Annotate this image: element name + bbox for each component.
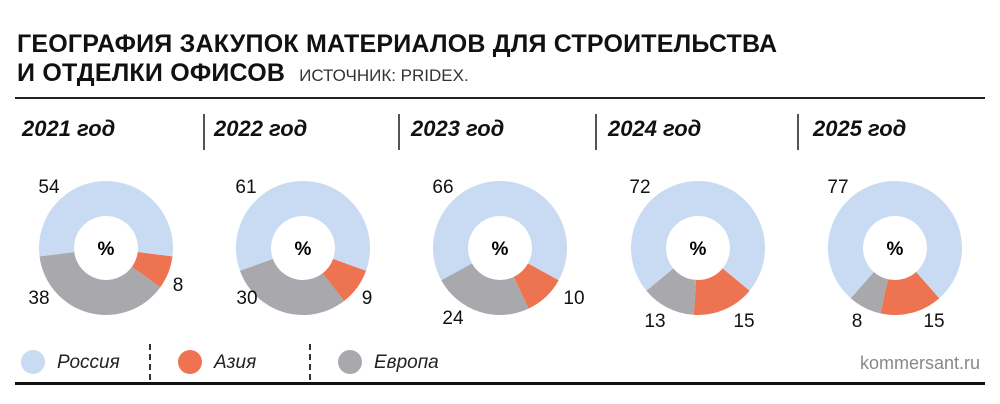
donut-segment-europe <box>646 268 696 315</box>
title-line-1: ГЕОГРАФИЯ ЗАКУПОК МАТЕРИАЛОВ ДЛЯ СТРОИТЕ… <box>17 30 778 58</box>
data-label-europe: 38 <box>28 288 49 309</box>
donut-segment-russia <box>630 180 765 291</box>
donut-segment-asia <box>880 272 940 316</box>
legend-label-russia: Россия <box>57 352 120 373</box>
header-divider <box>15 97 985 99</box>
title-line-2-text: И ОТДЕЛКИ ОФИСОВ <box>17 59 286 87</box>
data-label-europe: 24 <box>442 308 464 329</box>
donut-segment-europe <box>441 263 529 315</box>
year-separator <box>595 114 597 150</box>
donut-segment-europe <box>39 252 161 316</box>
donut-segment-europe <box>850 272 889 314</box>
data-label-russia: 77 <box>827 177 848 198</box>
donut-center-label: % <box>492 239 509 260</box>
donut-segment-europe <box>239 258 345 315</box>
title-line-2: И ОТДЕЛКИ ОФИСОВ ИСТОЧНИК: PRIDEX. <box>17 59 469 90</box>
footer-divider <box>15 382 985 385</box>
data-label-asia: 8 <box>173 275 184 296</box>
year-label: 2025 год <box>813 116 907 141</box>
data-label-russia: 72 <box>629 177 650 198</box>
legend-swatch-europe <box>338 350 362 374</box>
data-label-europe: 8 <box>852 311 863 332</box>
legend-label-europe: Европа <box>374 352 439 373</box>
legend-label-asia: Азия <box>214 352 257 373</box>
data-label-asia: 10 <box>563 288 584 309</box>
year-label: 2022 год <box>214 116 308 141</box>
legend-swatch-asia <box>178 350 202 374</box>
year-label: 2021 год <box>22 116 116 141</box>
donut-center-label: % <box>887 239 904 260</box>
donut-segment-russia <box>39 181 173 257</box>
donut-segment-asia <box>513 263 559 309</box>
donut-segment-asia <box>131 252 173 288</box>
source-note: ИСТОЧНИК: PRIDEX. <box>299 66 469 85</box>
data-label-russia: 61 <box>235 177 256 198</box>
data-label-europe: 30 <box>236 288 257 309</box>
year-label: 2024 год <box>608 116 702 141</box>
data-label-asia: 9 <box>362 288 373 309</box>
brand-watermark: kommersant.ru <box>859 353 980 373</box>
donut-center-label: % <box>295 239 312 260</box>
legend-separator <box>309 344 311 380</box>
data-label-europe: 13 <box>644 311 665 332</box>
legend-swatch-russia <box>21 350 45 374</box>
legend-separator <box>149 344 151 380</box>
donut-segment-asia <box>693 268 750 315</box>
year-label: 2023 год <box>411 116 505 141</box>
donut-segment-russia <box>433 181 567 281</box>
data-label-asia: 15 <box>733 311 754 332</box>
data-label-russia: 66 <box>432 177 453 198</box>
year-separator <box>203 114 205 150</box>
donut-segment-russia <box>236 180 370 271</box>
donut-center-label: % <box>98 239 115 260</box>
donut-center-label: % <box>690 239 707 260</box>
donut-segment-russia <box>828 181 963 299</box>
year-separator <box>797 114 799 150</box>
donut-segment-asia <box>322 258 367 301</box>
data-label-russia: 54 <box>38 177 60 198</box>
year-separator <box>398 114 400 150</box>
data-label-asia: 15 <box>923 311 944 332</box>
